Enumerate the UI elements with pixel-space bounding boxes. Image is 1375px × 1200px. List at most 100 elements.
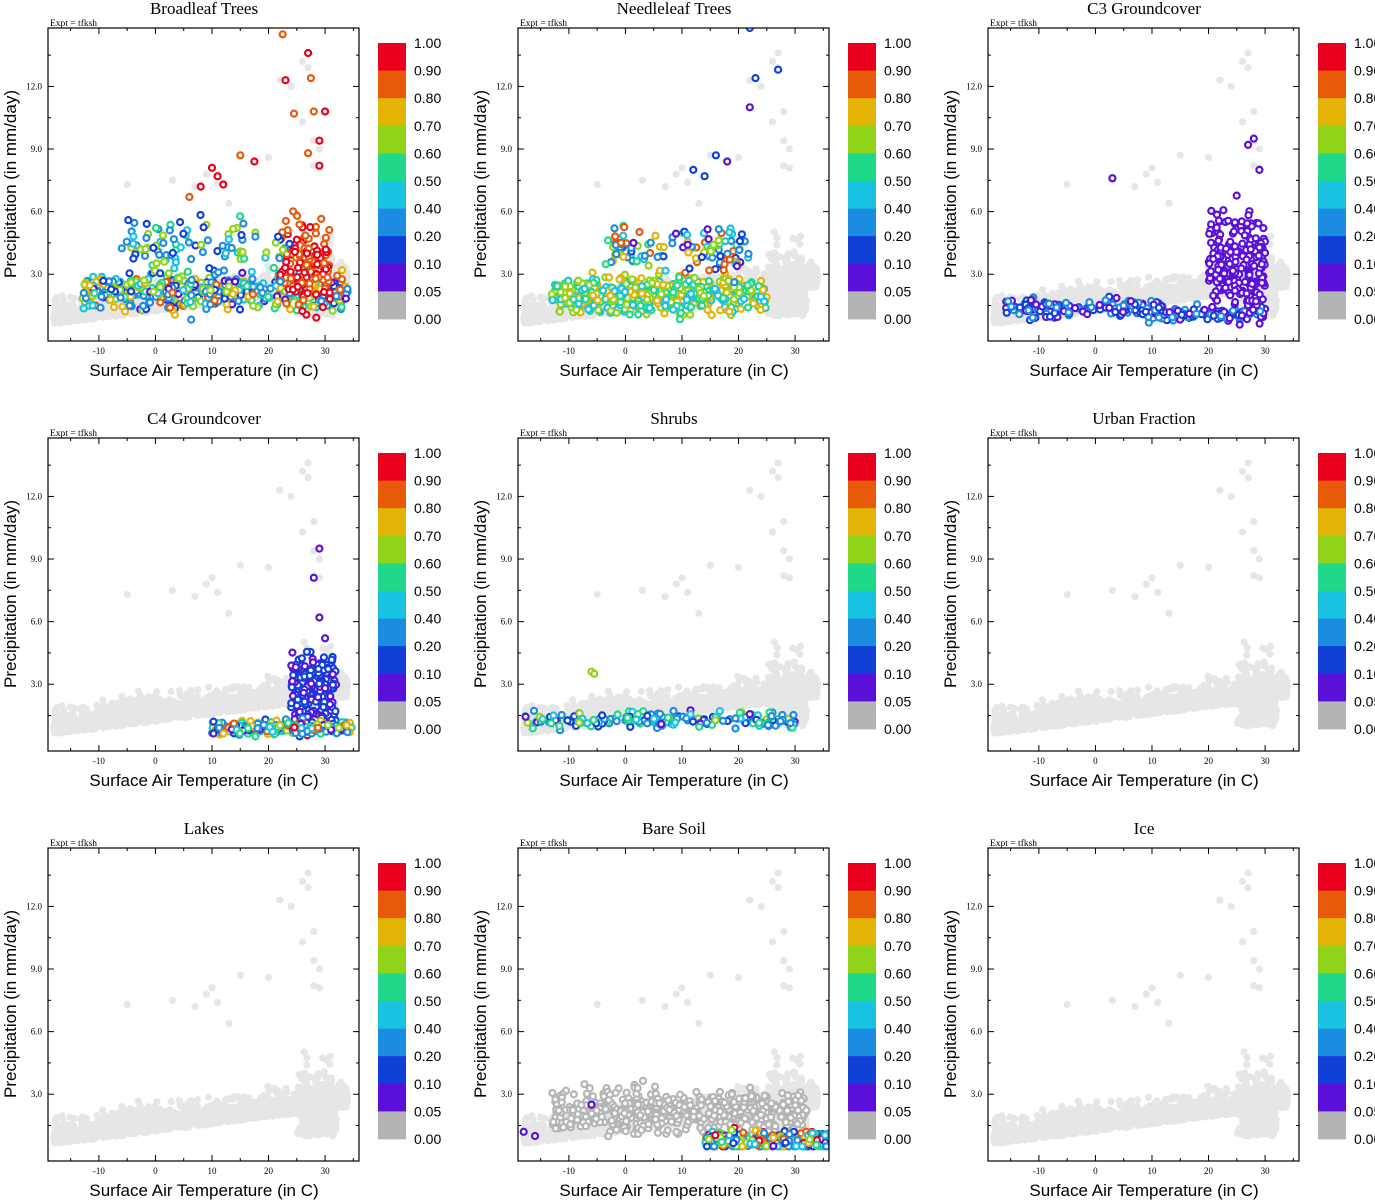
scatter-point: [179, 229, 188, 238]
scatter-points: [50, 30, 352, 327]
scatter-point: [184, 238, 193, 247]
scatter-point: [706, 247, 715, 256]
scatter-point: [311, 274, 320, 283]
scatter-point-background: [661, 183, 669, 191]
colorbar-swatch: [378, 236, 406, 265]
scatter-point: [129, 254, 138, 263]
scatter-point: [213, 247, 222, 256]
scatter-point: [745, 103, 754, 112]
scatter-point: [341, 294, 350, 303]
scatter-point-background: [781, 274, 789, 283]
scatter-point: [229, 224, 238, 233]
scatter-point: [207, 163, 217, 172]
scatter-point: [289, 109, 299, 118]
scatter-point: [700, 172, 709, 181]
colorbar-label: 0.60: [884, 145, 911, 161]
scatter-point: [705, 266, 714, 275]
scatter-point-background: [782, 311, 790, 319]
scatter-point-background: [790, 249, 798, 257]
scatter-point: [306, 223, 315, 232]
scatter-point: [704, 276, 713, 286]
scatter-point: [309, 302, 318, 311]
scatter-point: [185, 192, 194, 202]
scatter-point: [187, 291, 196, 300]
scatter-point-background: [799, 293, 807, 301]
scatter-point-background: [734, 153, 743, 161]
scatter-point: [306, 73, 315, 83]
x-tick-label: 30: [321, 346, 331, 356]
scatter-point: [142, 219, 151, 228]
y-tick-label: 3.0: [31, 269, 43, 279]
colorbar-swatch: [378, 43, 406, 71]
scatter-point: [309, 107, 318, 116]
scatter-point: [661, 301, 670, 311]
colorbar-label: 0.90: [414, 63, 441, 79]
colorbar-swatch: [378, 208, 406, 237]
scatter-point: [561, 282, 570, 291]
scatter-point: [286, 274, 295, 283]
scatter-point-background: [558, 315, 566, 323]
scatter-point: [603, 236, 613, 245]
scatter-point: [547, 289, 557, 299]
scatter-point: [628, 300, 637, 310]
scatter-point: [227, 243, 236, 253]
scatter-point: [299, 296, 308, 305]
scatter-point-background: [798, 270, 806, 278]
scatter-point: [85, 281, 94, 290]
colorbar-swatch: [848, 125, 876, 154]
scatter-point: [155, 250, 164, 259]
scatter-point-background: [593, 180, 601, 189]
scatter-point: [689, 165, 698, 174]
scatter-point-background: [775, 267, 783, 275]
scatter-point: [333, 271, 342, 280]
scatter-point-background: [706, 151, 714, 159]
scatter-point: [707, 310, 716, 320]
scatter-point: [231, 277, 240, 286]
scatter-point: [96, 303, 105, 312]
scatter-point: [743, 281, 752, 290]
scatter-point: [685, 264, 694, 273]
scatter-point-background: [638, 176, 646, 184]
scatter-points: [990, 49, 1292, 329]
colorbar-swatch: [848, 153, 876, 182]
scatter-point: [221, 249, 230, 258]
scatter-point: [171, 258, 180, 267]
scatter-point-background: [315, 145, 323, 153]
colorbar-swatch: [378, 70, 406, 99]
colorbar-label: 1.00: [414, 35, 441, 51]
scatter-point: [635, 227, 644, 237]
scatter-point: [619, 252, 628, 261]
scatter-point-background: [810, 279, 818, 287]
scatter-point-background: [798, 263, 807, 271]
colorbar-label: 0.20: [884, 228, 911, 244]
scatter-point-background: [97, 311, 105, 319]
scatter-point: [294, 300, 303, 309]
scatter-point: [317, 214, 326, 223]
scatter-point: [682, 295, 691, 304]
scatter-point: [149, 243, 158, 252]
scatter-point: [325, 288, 334, 297]
scatter-point: [636, 301, 645, 310]
scatter-point: [336, 285, 345, 294]
scatter-point: [264, 292, 273, 301]
scatter-point: [756, 305, 765, 314]
scatter-point: [250, 157, 259, 166]
scatter-point: [553, 282, 562, 291]
colorbar-swatch: [848, 70, 876, 99]
scatter-point: [711, 151, 720, 160]
scatter-point-background: [785, 145, 793, 153]
scatter-point: [637, 274, 646, 283]
scatter-point: [569, 295, 578, 304]
scatter-point: [168, 288, 177, 297]
colorbar-label: 0.00: [414, 311, 441, 327]
x-axis-label: Surface Air Temperature (in C): [559, 361, 788, 380]
panel-title: Needleleaf Trees: [617, 0, 732, 18]
scatter-point-background: [789, 306, 797, 314]
x-tick-label: 20: [734, 346, 744, 356]
colorbar-label: 0.50: [884, 173, 911, 189]
scatter-point: [176, 218, 185, 227]
scatter-point-background: [780, 137, 788, 145]
colorbar-label: 0.20: [414, 228, 441, 244]
scatter-point: [737, 230, 746, 239]
scatter-point-background: [287, 82, 295, 90]
